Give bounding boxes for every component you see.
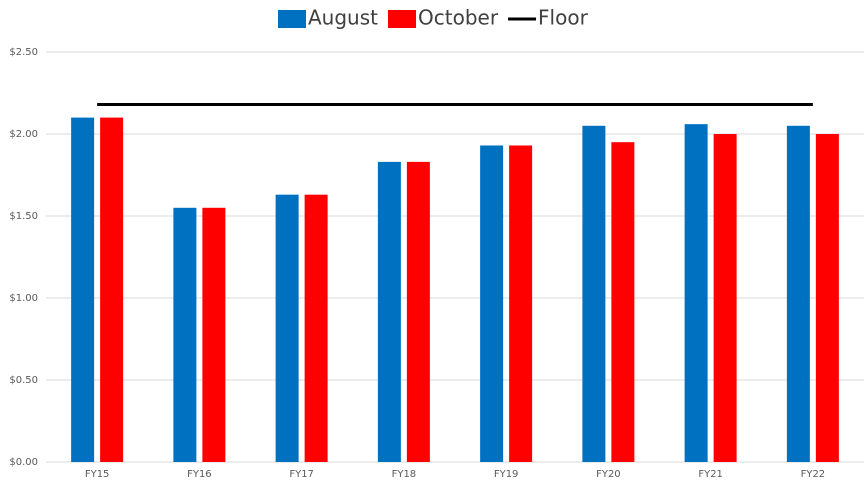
legend-label: October (418, 6, 499, 30)
y-tick-label: $0.50 (9, 375, 38, 386)
bar (275, 194, 299, 462)
bar (480, 145, 504, 463)
x-tick-label: FY16 (187, 469, 212, 480)
x-tick-label: FY15 (85, 469, 110, 480)
x-tick-label: FY17 (289, 469, 314, 480)
y-tick-label: $1.50 (9, 211, 38, 222)
y-tick-label: $0.00 (9, 457, 38, 468)
legend-label: Floor (538, 6, 589, 30)
x-tick-label: FY22 (801, 469, 826, 480)
legend: August October Floor (278, 6, 589, 30)
bar (786, 125, 810, 463)
bar (71, 117, 95, 462)
bar (202, 207, 226, 462)
bar (815, 134, 839, 462)
bar (582, 125, 606, 463)
bar (684, 124, 708, 462)
bar (406, 161, 430, 462)
bar (173, 207, 197, 462)
x-tick-label: FY18 (392, 469, 417, 480)
bar (509, 145, 533, 463)
legend-swatch (278, 10, 306, 28)
legend-label: August (308, 6, 378, 30)
bar (377, 161, 401, 462)
y-tick-label: $2.50 (9, 47, 38, 58)
x-tick-label: FY20 (596, 469, 621, 480)
bar (611, 142, 635, 462)
legend-swatch (388, 10, 416, 28)
x-tick-label: FY21 (698, 469, 723, 480)
bar (304, 194, 328, 462)
bar (100, 117, 124, 462)
y-tick-label: $2.00 (9, 129, 38, 140)
y-tick-label: $1.00 (9, 293, 38, 304)
bar (713, 134, 737, 462)
x-tick-label: FY19 (494, 469, 519, 480)
